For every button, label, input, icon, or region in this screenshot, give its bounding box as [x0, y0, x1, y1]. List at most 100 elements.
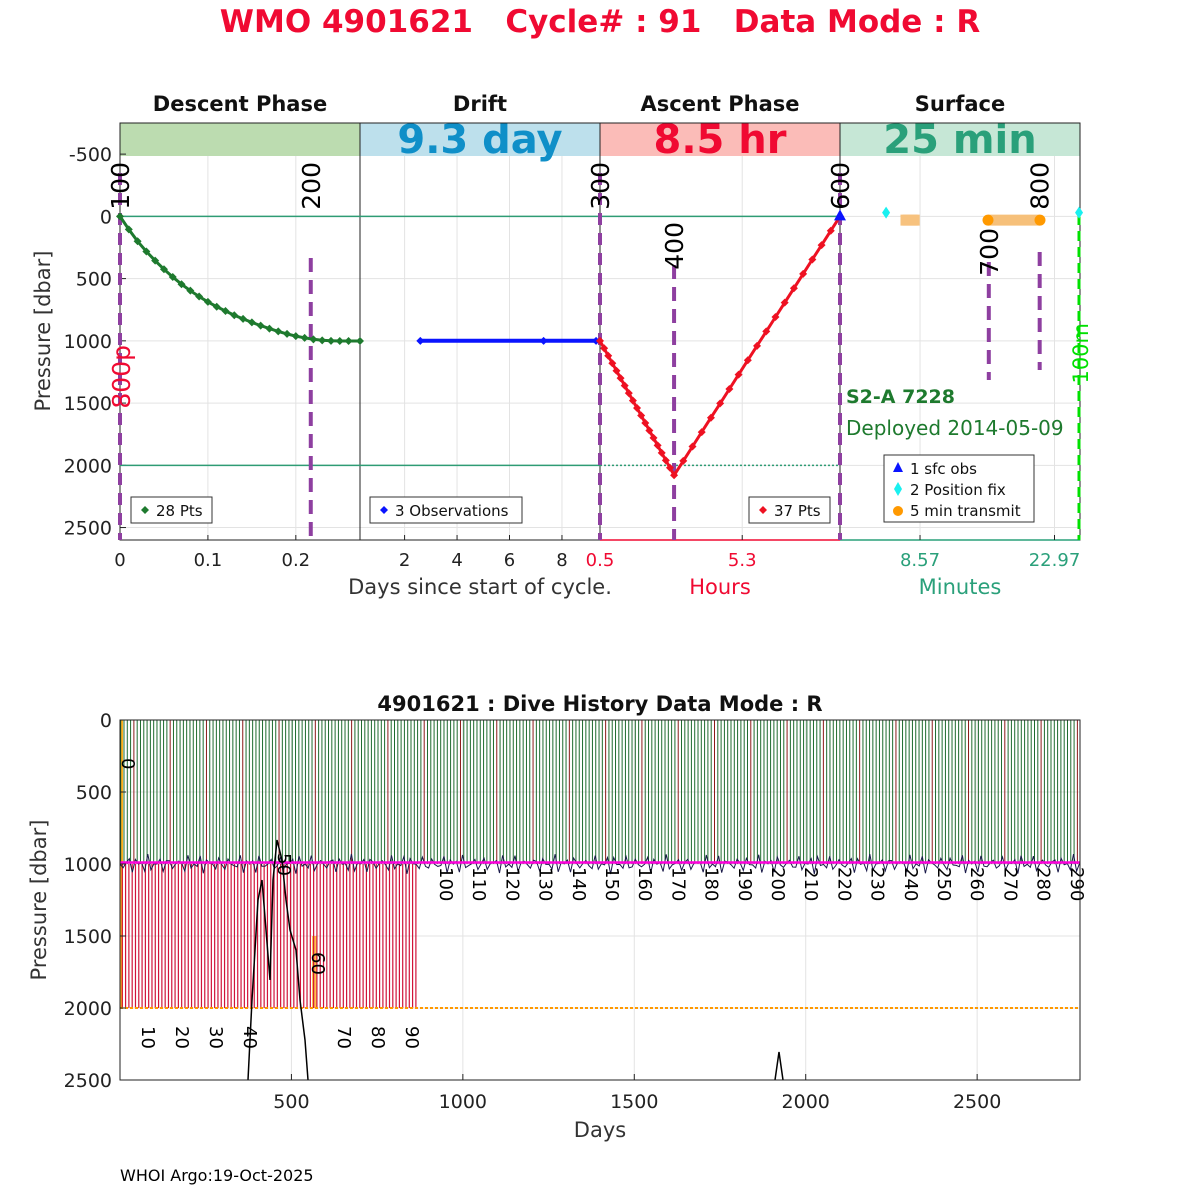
- history-cycle-label: 60: [307, 952, 328, 975]
- history-cycle-label: 140: [568, 867, 589, 901]
- phase-banner-label: 9.3 day: [397, 117, 562, 163]
- transmit-marker: [982, 214, 994, 226]
- ascent-point: [688, 442, 697, 451]
- history-cycle-label: 90: [401, 1026, 422, 1049]
- descent-point: [203, 297, 212, 306]
- history-cycle-label: 270: [999, 867, 1020, 901]
- transmit-marker: [1034, 214, 1046, 226]
- x-tick-label-top: 8.57: [900, 550, 940, 571]
- history-cycle-label: 70: [333, 1026, 354, 1049]
- history-cycle-label: 120: [501, 867, 522, 901]
- x-tick-label-top: 0.2: [282, 550, 311, 571]
- legend-transmit-label: 5 min transmit: [910, 502, 1021, 520]
- history-cycle-label: 190: [734, 867, 755, 901]
- float-model-label: S2-A 7228: [846, 386, 955, 408]
- phase-banner: [840, 123, 1080, 156]
- history-cycle-label: 160: [634, 867, 655, 901]
- x-tick-label-top: 2: [399, 550, 410, 571]
- history-cycle-label: 80: [367, 1026, 388, 1049]
- history-cycle-label: 230: [867, 867, 888, 901]
- y-tick-label-top: 0: [100, 206, 112, 228]
- ascent-point: [620, 381, 629, 390]
- descent-point: [265, 324, 274, 333]
- descent-point: [168, 272, 177, 281]
- history-cycle-label: 20: [171, 1026, 192, 1049]
- descent-point: [247, 318, 256, 327]
- x-tick-label-top: 0: [114, 550, 125, 571]
- phase-banner-label: 8.5 hr: [654, 117, 787, 163]
- history-x-tick-label: 1000: [439, 1091, 487, 1113]
- y-tick-label-top: 500: [76, 269, 112, 291]
- side-label-800p: 800p: [107, 345, 136, 409]
- history-cycle-label: 0: [117, 758, 138, 769]
- history-cycle-label: 180: [701, 867, 722, 901]
- event-label-300: 300: [586, 162, 615, 210]
- ascent-series-line: [598, 215, 842, 479]
- ascent-point: [799, 269, 808, 278]
- x-axis-label-days: Days since start of cycle.: [348, 575, 612, 599]
- ascent-point: [753, 341, 762, 350]
- descent-point: [283, 329, 292, 338]
- phase-title: Ascent Phase: [641, 92, 800, 116]
- history-y-tick-label: 2500: [64, 1070, 112, 1092]
- ascent-point: [716, 399, 725, 408]
- history-cycle-label: 240: [900, 867, 921, 901]
- ascent-point: [624, 389, 633, 398]
- phase-banner: [120, 123, 360, 156]
- ascent-point: [734, 370, 743, 379]
- legend-ascent-label: 37 Pts: [774, 502, 821, 520]
- history-deep-excursion-2: [774, 1051, 784, 1081]
- drift-point: [539, 336, 548, 345]
- y-tick-label-top: -500: [69, 144, 112, 166]
- phase-title: Drift: [453, 92, 507, 116]
- descent-point: [256, 321, 265, 330]
- x-tick-label-top: 0.5: [586, 550, 615, 571]
- descent-point: [230, 311, 239, 320]
- descent-point: [291, 332, 300, 341]
- credit-text: WHOI Argo:19-Oct-2025: [120, 1166, 314, 1185]
- phase-title: Surface: [915, 92, 1005, 116]
- history-x-tick-label: 2000: [782, 1091, 830, 1113]
- descent-point: [151, 256, 160, 265]
- page-title: WMO 4901621 Cycle# : 91 Data Mode : R: [219, 4, 981, 40]
- descent-point: [326, 336, 335, 345]
- ascent-point: [743, 356, 752, 365]
- history-cycle-label: 100: [435, 867, 456, 901]
- y-axis-label-top: Pressure [dbar]: [31, 251, 55, 412]
- descent-point: [300, 333, 309, 342]
- ascent-point: [604, 351, 613, 360]
- ascent-point: [665, 463, 674, 472]
- ascent-point: [628, 396, 637, 405]
- x-axis-label-minutes: Minutes: [919, 575, 1002, 599]
- ascent-point: [780, 298, 789, 307]
- phase-banner-label: 25 min: [883, 117, 1036, 163]
- descent-point: [309, 335, 318, 344]
- x-tick-label-top: 5.3: [728, 550, 757, 571]
- descent-point: [221, 306, 230, 315]
- history-y-tick-label: 500: [76, 782, 112, 804]
- event-label-200: 200: [297, 162, 326, 210]
- history-y-tick-label: 1000: [64, 854, 112, 876]
- history-title: 4901621 : Dive History Data Mode : R: [377, 692, 822, 716]
- legend-drift-icon: [380, 506, 388, 514]
- history-cycle-label: 210: [800, 867, 821, 901]
- history-cycle-label: 290: [1066, 867, 1087, 901]
- history-cycle-label: 220: [833, 867, 854, 901]
- legend-position-fix-label: 2 Position fix: [910, 481, 1006, 499]
- descent-point: [177, 280, 186, 289]
- x-tick-label-top: 0.1: [194, 550, 223, 571]
- ascent-point: [670, 471, 679, 480]
- descent-point: [356, 336, 364, 345]
- ascent-point: [771, 313, 780, 322]
- descent-point: [335, 336, 344, 345]
- history-cycle-label: 10: [137, 1026, 158, 1049]
- legend-descent-box: [130, 496, 213, 524]
- x-tick-label-top: 8: [556, 550, 567, 571]
- ascent-point: [616, 374, 625, 383]
- history-y-tick-label: 2000: [64, 998, 112, 1020]
- descent-point: [116, 212, 124, 221]
- ascent-point: [649, 433, 658, 442]
- ascent-point: [600, 344, 609, 353]
- event-label-600: 600: [826, 162, 855, 210]
- ascent-point: [679, 456, 688, 465]
